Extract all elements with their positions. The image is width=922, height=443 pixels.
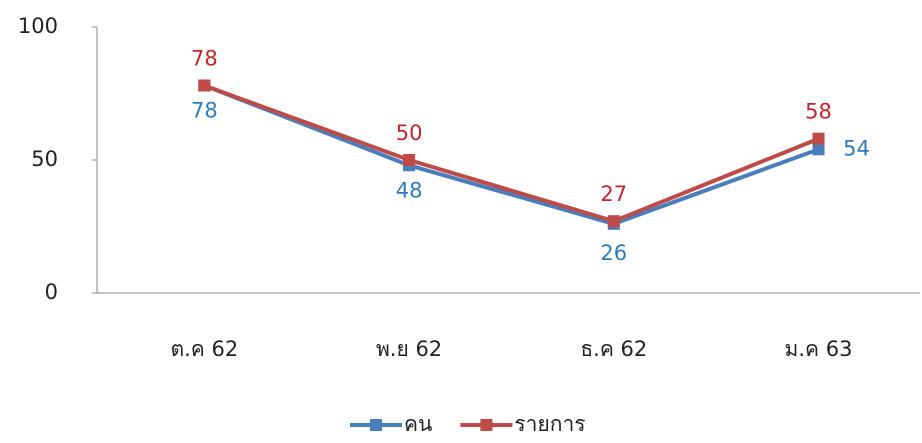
legend-marker (370, 419, 382, 431)
data-label: 58 (805, 100, 832, 124)
series-line (203, 83, 820, 224)
data-label: 50 (396, 121, 423, 145)
y-tick-label: 50 (31, 147, 58, 171)
marker (812, 132, 825, 145)
x-tick-label: ม.ค 63 (785, 337, 853, 361)
marker (607, 215, 620, 228)
legend-marker (480, 419, 493, 431)
data-label: 26 (600, 241, 627, 265)
data-label: 78 (191, 99, 218, 123)
data-label: 54 (843, 136, 870, 160)
data-label: 48 (396, 178, 423, 202)
marker (403, 154, 416, 166)
x-tick-label: พ.ย 62 (376, 337, 442, 361)
series-line (203, 83, 820, 226)
data-label: 27 (600, 182, 627, 206)
legend-label: คน (404, 412, 432, 436)
legend-label: รายการ (514, 412, 585, 436)
y-tick-label: 100 (18, 14, 58, 38)
marker (198, 79, 211, 92)
data-label: 78 (191, 47, 218, 71)
y-tick-label: 0 (45, 280, 58, 304)
marker (812, 143, 825, 156)
x-tick-label: ต.ค 62 (170, 337, 238, 361)
x-tick-label: ธ.ค 62 (580, 337, 647, 361)
